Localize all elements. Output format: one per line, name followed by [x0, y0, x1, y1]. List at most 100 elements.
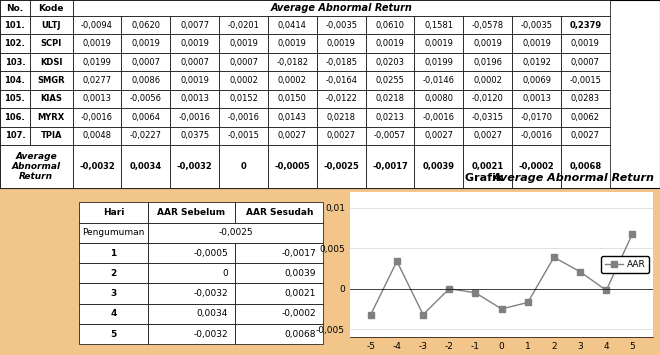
Text: 0,0019: 0,0019	[571, 39, 600, 48]
Bar	[219, 16, 268, 34]
Text: -0,0120: -0,0120	[472, 94, 504, 103]
AAR	[576, 270, 584, 274]
Text: -0,0032: -0,0032	[193, 330, 228, 339]
Bar	[414, 16, 463, 34]
Bar	[219, 34, 268, 53]
Bar	[0, 108, 30, 126]
Bar	[512, 126, 561, 145]
Text: 0,0068: 0,0068	[570, 162, 601, 171]
Text: -0,0094: -0,0094	[81, 21, 113, 30]
Bar	[414, 145, 463, 188]
Bar	[414, 126, 463, 145]
Bar	[561, 126, 610, 145]
Text: 0,0019: 0,0019	[82, 39, 112, 48]
Bar	[512, 71, 561, 90]
Text: -0,0016: -0,0016	[521, 131, 552, 140]
Text: -0,0015: -0,0015	[228, 131, 259, 140]
Bar	[170, 90, 219, 108]
Bar	[170, 145, 219, 188]
Text: 0,0019: 0,0019	[376, 39, 405, 48]
Text: Kode: Kode	[38, 4, 64, 12]
Bar	[73, 16, 121, 34]
Bar	[414, 108, 463, 126]
Bar	[30, 126, 73, 145]
Bar	[268, 71, 317, 90]
Text: 0,0086: 0,0086	[131, 76, 160, 85]
Bar	[79, 202, 148, 223]
Text: -0,0016: -0,0016	[423, 113, 455, 122]
Text: 3: 3	[110, 289, 117, 298]
Text: 0,0192: 0,0192	[522, 58, 551, 66]
Bar	[317, 34, 366, 53]
Bar	[219, 145, 268, 188]
Text: 0,0002: 0,0002	[473, 76, 502, 85]
Text: 0: 0	[241, 162, 246, 171]
Bar	[148, 324, 236, 344]
Text: 0,0255: 0,0255	[376, 76, 405, 85]
Text: SCPI: SCPI	[40, 39, 62, 48]
Text: 0,0013: 0,0013	[82, 94, 112, 103]
AAR	[419, 312, 427, 317]
Text: 0,0277: 0,0277	[82, 76, 112, 85]
Text: -0,0002: -0,0002	[519, 162, 554, 171]
Text: -0,0201: -0,0201	[228, 21, 259, 30]
Bar	[463, 90, 512, 108]
Bar	[170, 126, 219, 145]
Text: 0,0068: 0,0068	[284, 330, 316, 339]
Text: 0,0007: 0,0007	[131, 58, 160, 66]
Bar	[30, 90, 73, 108]
Bar	[73, 0, 610, 16]
Text: -0,0182: -0,0182	[277, 58, 308, 66]
Bar	[121, 16, 170, 34]
Bar	[219, 108, 268, 126]
Bar	[561, 71, 610, 90]
Text: 5: 5	[110, 330, 117, 339]
Text: 0,0007: 0,0007	[229, 58, 258, 66]
Text: 4: 4	[110, 310, 117, 318]
Bar	[0, 71, 30, 90]
AAR	[524, 300, 532, 305]
Text: 0,0019: 0,0019	[424, 39, 453, 48]
Text: 107.: 107.	[5, 131, 25, 140]
Bar	[30, 53, 73, 71]
Bar	[561, 16, 610, 34]
Text: 105.: 105.	[5, 94, 25, 103]
Bar	[463, 71, 512, 90]
Text: AAR Sebelum: AAR Sebelum	[158, 208, 226, 217]
Text: -0,0035: -0,0035	[521, 21, 552, 30]
Bar	[148, 284, 236, 304]
Text: KDSI: KDSI	[40, 58, 62, 66]
Text: -0,0016: -0,0016	[228, 113, 259, 122]
Text: 103.: 103.	[5, 58, 25, 66]
Bar	[317, 53, 366, 71]
Line: AAR: AAR	[368, 231, 635, 317]
Text: 0,0019: 0,0019	[229, 39, 258, 48]
Text: 0,0027: 0,0027	[571, 131, 600, 140]
Text: 0,0019: 0,0019	[278, 39, 307, 48]
Bar	[30, 108, 73, 126]
Text: 0,0199: 0,0199	[82, 58, 112, 66]
Bar	[366, 34, 414, 53]
Text: -0,0015: -0,0015	[570, 76, 601, 85]
Bar	[0, 53, 30, 71]
Bar	[0, 126, 30, 145]
Text: 0,0218: 0,0218	[376, 94, 405, 103]
Text: 0,0064: 0,0064	[131, 113, 160, 122]
Bar	[148, 202, 236, 223]
Text: -0,0170: -0,0170	[521, 113, 552, 122]
Bar	[268, 145, 317, 188]
Bar	[170, 71, 219, 90]
Text: 104.: 104.	[5, 76, 25, 85]
Bar	[268, 126, 317, 145]
Text: 0,0027: 0,0027	[278, 131, 307, 140]
Bar	[219, 53, 268, 71]
Text: 0,0048: 0,0048	[82, 131, 112, 140]
Text: 0,0062: 0,0062	[571, 113, 600, 122]
Text: AAR Sesudah: AAR Sesudah	[246, 208, 314, 217]
Text: 0,0021: 0,0021	[284, 289, 316, 298]
Bar	[121, 34, 170, 53]
Text: -0,0016: -0,0016	[179, 113, 211, 122]
Text: 0,0196: 0,0196	[473, 58, 502, 66]
Text: Grafik: Grafik	[465, 173, 508, 183]
Bar	[121, 108, 170, 126]
